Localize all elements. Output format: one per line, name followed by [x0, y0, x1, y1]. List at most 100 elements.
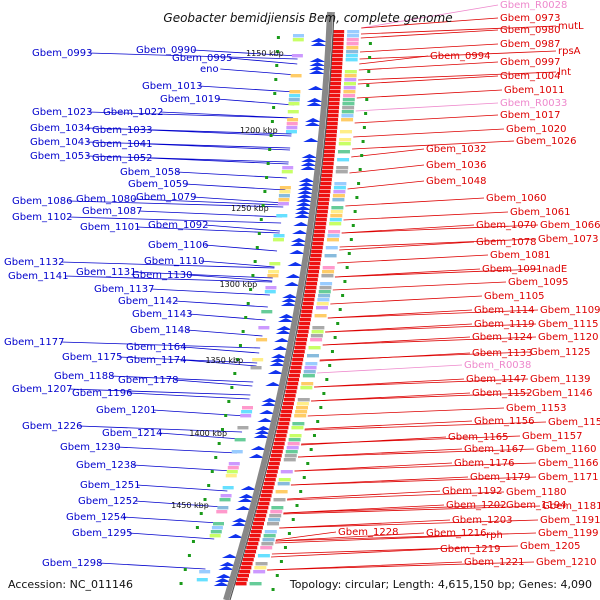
rna-gene-label[interactable]: Gbem_R0033: [500, 98, 567, 109]
left-gene-label[interactable]: Gbem_1033: [92, 125, 152, 136]
right-gene-label[interactable]: Gbem_1011: [504, 85, 564, 96]
right-gene-label[interactable]: Gbem_1133: [472, 348, 532, 359]
right-gene-label[interactable]: Gbem_1036: [426, 160, 486, 171]
right-gene-label[interactable]: Gbem_1205: [520, 541, 580, 552]
right-gene-label[interactable]: rpsA: [558, 46, 581, 57]
right-gene-label[interactable]: Gbem_1160: [536, 444, 596, 455]
left-gene-label[interactable]: Gbem_1102: [12, 212, 72, 223]
left-gene-label[interactable]: Gbem_1053: [30, 151, 90, 162]
left-gene-label[interactable]: Gbem_0993: [32, 48, 92, 59]
left-gene-label[interactable]: Gbem_1214: [102, 428, 162, 439]
right-gene-label[interactable]: Gbem_1070: [476, 220, 536, 231]
left-gene-label[interactable]: Gbem_1023: [32, 107, 92, 118]
left-gene-label[interactable]: Gbem_1087: [82, 206, 142, 217]
right-gene-label[interactable]: Gbem_1199: [538, 528, 598, 539]
left-gene-label[interactable]: Gbem_1058: [120, 167, 180, 178]
left-gene-label[interactable]: Gbem_1092: [148, 220, 208, 231]
left-gene-label[interactable]: Gbem_1295: [72, 528, 132, 539]
right-gene-label[interactable]: Gbem_1109: [540, 305, 600, 316]
left-gene-label[interactable]: Gbem_1175: [62, 352, 122, 363]
left-gene-label[interactable]: Gbem_1238: [76, 460, 136, 471]
right-gene-label[interactable]: Gbem_1156: [474, 416, 534, 427]
left-gene-label[interactable]: Gbem_1019: [160, 94, 220, 105]
right-gene-label[interactable]: Gbem_1114: [474, 305, 534, 316]
right-gene-label[interactable]: Gbem_1165: [448, 432, 508, 443]
left-gene-label[interactable]: Gbem_1188: [54, 371, 114, 382]
right-gene-label[interactable]: Gbem_0980: [500, 25, 560, 36]
left-gene-label[interactable]: Gbem_1132: [4, 257, 64, 268]
right-gene-label[interactable]: nadE: [542, 264, 567, 275]
right-gene-label[interactable]: Gbem_1020: [506, 124, 566, 135]
left-gene-label[interactable]: Gbem_1080: [76, 194, 136, 205]
left-gene-label[interactable]: Gbem_1142: [118, 296, 178, 307]
right-gene-label[interactable]: Gbem_1124: [472, 332, 532, 343]
left-gene-label[interactable]: Gbem_1148: [130, 325, 190, 336]
left-gene-label[interactable]: Gbem_0990: [136, 45, 196, 56]
right-gene-label[interactable]: Gbem_1017: [500, 110, 560, 121]
right-gene-label[interactable]: Gbem_1191: [540, 515, 600, 526]
right-gene-label[interactable]: Gbem_1147: [466, 374, 526, 385]
left-gene-label[interactable]: Gbem_1043: [30, 137, 90, 148]
right-gene-label[interactable]: Gbem_1091: [482, 264, 542, 275]
right-gene-label[interactable]: Gbem_1176: [454, 458, 514, 469]
right-gene-label[interactable]: Gbem_1167: [464, 444, 524, 455]
left-gene-label[interactable]: Gbem_1143: [132, 309, 192, 320]
left-gene-label[interactable]: Gbem_1174: [126, 355, 186, 366]
right-gene-label[interactable]: Gbem_0994: [430, 51, 490, 62]
right-gene-label[interactable]: rph: [486, 530, 503, 541]
right-gene-label[interactable]: Gbem_1120: [538, 332, 598, 343]
left-gene-label[interactable]: Gbem_1164: [126, 342, 186, 353]
right-gene-label[interactable]: Gbem_1125: [530, 347, 590, 358]
right-gene-label[interactable]: Gbem_1219: [440, 544, 500, 555]
left-gene-label[interactable]: Gbem_1252: [78, 496, 138, 507]
left-gene-label[interactable]: Gbem_1201: [96, 405, 156, 416]
left-gene-label[interactable]: Gbem_1230: [60, 442, 120, 453]
left-gene-label[interactable]: Gbem_1110: [144, 256, 204, 267]
right-gene-label[interactable]: Gbem_1095: [508, 277, 568, 288]
left-gene-label[interactable]: Gbem_1086: [12, 196, 72, 207]
right-gene-label[interactable]: Gbem_1192: [442, 486, 502, 497]
right-gene-label[interactable]: Gbem_1048: [426, 176, 486, 187]
right-gene-label[interactable]: Gbem_1153: [506, 403, 566, 414]
right-gene-label[interactable]: Gbem_1081: [490, 250, 550, 261]
left-gene-label[interactable]: Gbem_1013: [142, 81, 202, 92]
right-gene-label[interactable]: Gbem_1004: [500, 71, 560, 82]
left-gene-label[interactable]: Gbem_1141: [8, 271, 68, 282]
right-gene-label[interactable]: lnt: [558, 67, 571, 78]
left-gene-label[interactable]: Gbem_1226: [22, 421, 82, 432]
left-gene-label[interactable]: Gbem_0995: [172, 53, 232, 64]
right-gene-label[interactable]: Gbem_1146: [532, 388, 592, 399]
right-gene-label[interactable]: Gbem_1060: [486, 193, 546, 204]
right-gene-label[interactable]: Gbem_0987: [500, 39, 560, 50]
right-gene-label[interactable]: Gbem_1180: [506, 487, 566, 498]
rna-gene-label[interactable]: Gbem_R0038: [464, 360, 531, 371]
right-gene-label[interactable]: Gbem_1166: [538, 458, 598, 469]
left-gene-label[interactable]: Gbem_1207: [12, 384, 72, 395]
right-gene-label[interactable]: Gbem_1032: [426, 144, 486, 155]
right-gene-label[interactable]: Gbem_1221: [464, 557, 524, 568]
left-gene-label[interactable]: Gbem_1052: [92, 153, 152, 164]
right-gene-label[interactable]: Gbem_1139: [530, 374, 590, 385]
left-gene-label[interactable]: Gbem_1298: [42, 558, 102, 569]
left-gene-label[interactable]: Gbem_1034: [30, 123, 90, 134]
right-gene-label[interactable]: Gbem_1026: [516, 136, 576, 147]
left-gene-label[interactable]: Gbem_1079: [136, 192, 196, 203]
left-gene-label[interactable]: Gbem_1022: [103, 107, 163, 118]
left-gene-label[interactable]: Gbem_1106: [148, 240, 208, 251]
left-gene-label[interactable]: Gbem_1254: [66, 512, 126, 523]
right-gene-label[interactable]: Gbem_0997: [500, 57, 560, 68]
right-gene-label[interactable]: Gbem_1157: [522, 431, 582, 442]
right-gene-label[interactable]: Gbem_1066: [540, 220, 600, 231]
right-gene-label[interactable]: Gbem_1115: [538, 319, 598, 330]
right-gene-label[interactable]: Gbem_1073: [538, 234, 598, 245]
left-gene-label[interactable]: Gbem_1131: [76, 267, 136, 278]
left-gene-label[interactable]: Gbem_1178: [118, 375, 178, 386]
left-gene-label[interactable]: eno: [200, 64, 219, 75]
left-gene-label[interactable]: Gbem_1196: [72, 388, 132, 399]
right-gene-label[interactable]: Gbem_1181: [542, 501, 600, 512]
left-gene-label[interactable]: Gbem_1137: [94, 284, 154, 295]
right-gene-label[interactable]: Gbem_1105: [484, 291, 544, 302]
right-gene-label[interactable]: Gbem_1203: [452, 515, 512, 526]
right-gene-label[interactable]: Gbem_1194: [506, 500, 566, 511]
left-gene-label[interactable]: Gbem_1101: [80, 222, 140, 233]
